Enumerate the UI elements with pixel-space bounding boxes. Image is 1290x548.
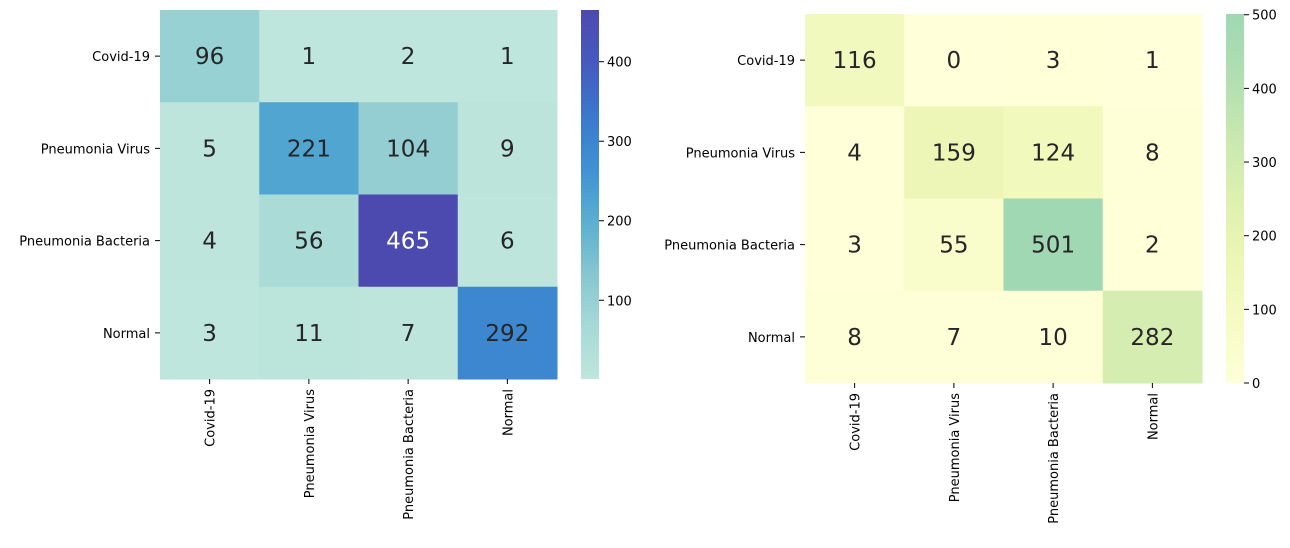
heatmap-cell <box>457 10 558 103</box>
heatmap-cell <box>805 106 905 199</box>
heatmap-cell <box>1003 198 1104 292</box>
cell-value-label: 282 <box>1130 325 1174 351</box>
y-tick-label: Normal <box>103 327 150 342</box>
colorbar-tick-label: 300 <box>607 135 632 150</box>
heatmap-1: 96 1 2 1 5 221 104 9 4 56 465 6 3 11 7 292 Covid-19 Pneum… <box>19 10 632 520</box>
cell-value-label: 0 <box>947 48 962 74</box>
x-tick-label: Pneumonia Bacteria <box>402 389 417 520</box>
cell-value-label: 6 <box>500 229 515 255</box>
cell-value-label: 1 <box>500 44 515 70</box>
cell-value-label: 116 <box>833 48 877 74</box>
cell-value-label: 159 <box>932 140 976 166</box>
cell-value-label: 465 <box>386 229 430 255</box>
y-tick-label: Normal <box>748 331 795 346</box>
cell-value-label: 96 <box>195 44 224 70</box>
colorbar-tick-label: 0 <box>1252 377 1260 392</box>
heatmap-cell <box>805 290 905 384</box>
cell-value-label: 4 <box>847 140 862 166</box>
heatmap-cell <box>259 286 359 380</box>
heatmap-cell <box>904 290 1004 384</box>
x-tick-label: Pneumonia Bacteria <box>1047 393 1062 524</box>
colorbar-tick-label: 100 <box>1252 303 1277 318</box>
heatmap-cell <box>457 102 558 195</box>
x-tick-label: Pneumonia Virus <box>303 389 318 498</box>
heatmap-cell <box>160 10 260 103</box>
x-tick-label: Normal <box>1146 393 1161 440</box>
heatmap-cell <box>358 102 459 195</box>
heatmap-cell <box>160 102 260 195</box>
heatmap-cell <box>904 198 1004 292</box>
heatmap-cell <box>259 102 359 195</box>
x-tick-label: Covid-19 <box>849 393 864 451</box>
y-tick-label: Pneumonia Virus <box>41 142 150 157</box>
y-tick-label: Covid-19 <box>737 54 795 69</box>
colorbar-tick-label: 200 <box>607 215 632 230</box>
heatmap-cell <box>358 286 459 380</box>
cell-value-label: 3 <box>1046 48 1061 74</box>
y-tick-label: Pneumonia Bacteria <box>664 239 795 254</box>
heatmap-cell <box>358 10 459 103</box>
cell-value-label: 9 <box>500 136 515 162</box>
heatmap-2: 116 0 3 1 4 159 124 8 3 55 501 2 8 7 10 282 Covid-19 Pneu… <box>664 9 1277 524</box>
y-tick-label: Covid-19 <box>92 50 150 65</box>
cell-value-label: 56 <box>294 229 323 255</box>
heatmap-cell <box>904 14 1004 107</box>
colorbar <box>581 10 599 379</box>
colorbar-tick-label: 400 <box>1252 82 1277 97</box>
cell-value-label: 1 <box>1145 48 1160 74</box>
heatmap-cell <box>1102 14 1203 107</box>
heatmap-cell <box>457 286 558 380</box>
colorbar-tick-label: 100 <box>607 294 632 309</box>
cell-value-label: 55 <box>939 233 968 259</box>
y-tick-label: Pneumonia Virus <box>686 146 795 161</box>
heatmap-cell <box>1102 198 1203 292</box>
cell-value-label: 104 <box>386 136 430 162</box>
cell-value-label: 7 <box>947 325 962 351</box>
cell-value-label: 4 <box>202 229 217 255</box>
heatmap-cell <box>358 194 459 288</box>
cell-value-label: 7 <box>401 321 416 347</box>
cell-value-label: 10 <box>1038 325 1067 351</box>
cell-value-label: 124 <box>1031 140 1075 166</box>
x-tick-label: Covid-19 <box>204 389 219 447</box>
cell-value-label: 221 <box>287 136 331 162</box>
cell-value-label: 11 <box>294 321 323 347</box>
heatmap-cell <box>1102 290 1203 384</box>
colorbar <box>1226 14 1244 383</box>
colorbar-tick-label: 500 <box>1252 9 1277 24</box>
heatmap-cell <box>904 106 1004 199</box>
cell-value-label: 501 <box>1031 233 1075 259</box>
cell-value-label: 8 <box>1145 140 1160 166</box>
cell-value-label: 3 <box>847 233 862 259</box>
heatmap-cell <box>1003 106 1104 199</box>
cell-value-label: 8 <box>847 325 862 351</box>
cell-value-label: 3 <box>202 321 217 347</box>
cell-value-label: 1 <box>302 44 317 70</box>
heatmap-cell <box>1102 106 1203 199</box>
x-tick-label: Pneumonia Virus <box>948 393 963 502</box>
heatmap-cell <box>1003 14 1104 107</box>
heatmap-cell <box>457 194 558 288</box>
heatmap-cell <box>1003 290 1104 384</box>
heatmap-cell <box>805 14 905 107</box>
heatmap-cell <box>160 194 260 288</box>
heatmap-cell <box>259 10 359 103</box>
cell-value-label: 292 <box>485 321 529 347</box>
heatmap-cell <box>259 194 359 288</box>
cell-value-label: 2 <box>1145 233 1160 259</box>
colorbar-tick-label: 300 <box>1252 156 1277 171</box>
colorbar-tick-label: 200 <box>1252 230 1277 245</box>
heatmap-cell <box>805 198 905 292</box>
colorbar-tick-label: 400 <box>607 56 632 71</box>
cell-value-label: 5 <box>202 136 217 162</box>
x-tick-label: Normal <box>501 389 516 436</box>
heatmap-cell <box>160 286 260 380</box>
cell-value-label: 2 <box>401 44 416 70</box>
y-tick-label: Pneumonia Bacteria <box>19 235 150 250</box>
